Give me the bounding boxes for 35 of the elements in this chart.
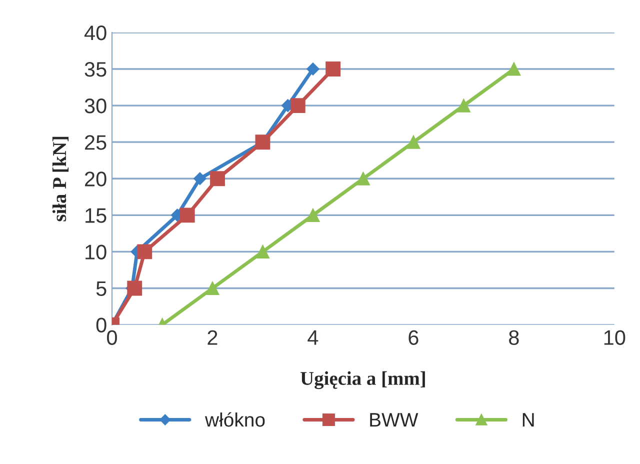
legend-label: BWW xyxy=(370,413,418,427)
y-tick-label: 25 xyxy=(85,135,106,150)
point xyxy=(210,171,225,186)
y-tick-label: 15 xyxy=(86,208,106,223)
y-tick-label: 5 xyxy=(96,281,106,296)
y-axis-title: siła P [kN] xyxy=(52,136,69,222)
x-axis-title: Ugięcia a [mm] xyxy=(300,371,425,390)
point xyxy=(127,280,142,296)
x-tick-label: 4 xyxy=(308,330,318,345)
x-tick-label: 6 xyxy=(408,330,418,345)
point xyxy=(290,98,306,114)
point xyxy=(180,208,195,223)
point xyxy=(406,135,420,149)
y-tick-label: 20 xyxy=(85,172,106,186)
point xyxy=(356,172,370,186)
point xyxy=(456,98,470,112)
point xyxy=(306,208,320,222)
point xyxy=(137,244,152,260)
y-tick-label: 30 xyxy=(84,98,106,114)
point xyxy=(206,281,220,296)
legend-label: N xyxy=(522,413,534,427)
point xyxy=(326,62,341,76)
y-tick-label: 40 xyxy=(84,25,106,40)
point xyxy=(256,244,270,258)
point xyxy=(306,62,320,76)
x-tick-label: 10 xyxy=(604,330,626,345)
y-tick-label: 35 xyxy=(84,62,106,77)
point xyxy=(194,172,206,186)
y-tick-label: 10 xyxy=(86,244,106,260)
x-tick-label: 0 xyxy=(107,330,117,345)
y-tick-label: 0 xyxy=(96,318,106,333)
x-tick-label: 2 xyxy=(208,330,218,345)
x-tick-label: 8 xyxy=(509,330,519,345)
legend-label: włókno xyxy=(204,412,265,427)
point xyxy=(507,62,521,76)
